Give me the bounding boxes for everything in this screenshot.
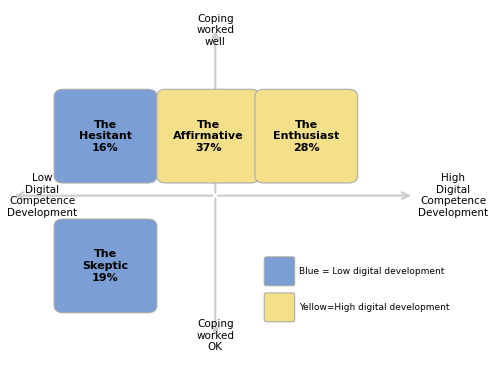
Text: Yellow=High digital development: Yellow=High digital development <box>300 303 450 312</box>
FancyBboxPatch shape <box>264 293 294 322</box>
Text: Low
Digital
Competence
Development: Low Digital Competence Development <box>8 173 78 218</box>
Text: Blue = Low digital development: Blue = Low digital development <box>300 267 444 276</box>
FancyBboxPatch shape <box>255 89 358 183</box>
Text: The
Skeptic
19%: The Skeptic 19% <box>82 249 128 283</box>
Text: The
Enthusiast
28%: The Enthusiast 28% <box>273 120 340 153</box>
Text: High
Digital
Competence
Development: High Digital Competence Development <box>418 173 488 218</box>
FancyBboxPatch shape <box>264 257 294 286</box>
FancyBboxPatch shape <box>54 219 157 313</box>
Text: The
Hesitant
16%: The Hesitant 16% <box>79 120 132 153</box>
Text: Coping
worked
OK: Coping worked OK <box>196 319 234 352</box>
FancyBboxPatch shape <box>54 89 157 183</box>
Text: Coping
worked
well: Coping worked well <box>196 14 234 47</box>
Text: The
Affirmative
37%: The Affirmative 37% <box>173 120 244 153</box>
FancyBboxPatch shape <box>157 89 260 183</box>
